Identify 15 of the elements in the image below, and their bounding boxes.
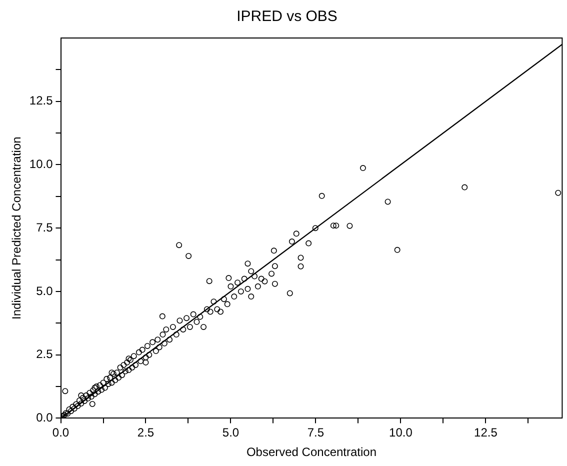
y-tick-label: 10.0 xyxy=(29,157,54,172)
x-axis-title: Observed Concentration xyxy=(246,445,377,460)
x-tick-label: 2.5 xyxy=(137,426,154,440)
x-tick-label: 10.0 xyxy=(389,426,413,440)
y-tick-label: 2.5 xyxy=(36,347,54,362)
y-tick-label: 12.5 xyxy=(29,94,54,108)
x-tick-label: 0.0 xyxy=(52,426,70,440)
y-tick-label: 5.0 xyxy=(36,284,54,298)
y-axis-title: Individual Predicted Concentration xyxy=(10,136,24,320)
x-tick-label: 12.5 xyxy=(474,426,498,440)
y-tick-label: 7.5 xyxy=(36,220,54,234)
x-tick-label: 5.0 xyxy=(222,426,240,440)
chart-title: IPRED vs OBS xyxy=(236,8,338,26)
x-tick-label: 7.5 xyxy=(307,426,324,440)
y-tick-label: 0.0 xyxy=(36,410,54,425)
